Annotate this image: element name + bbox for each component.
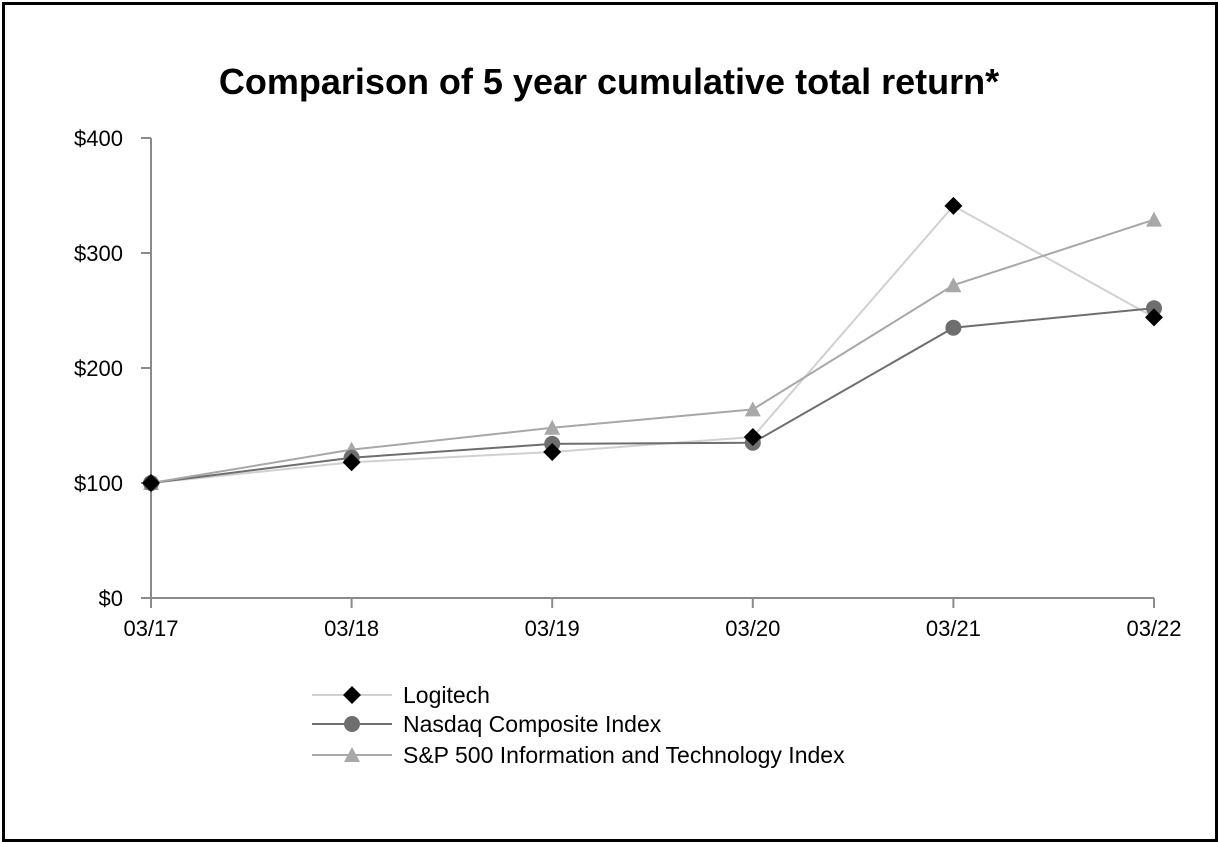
legend-marker [344,747,360,762]
y-tick-label: $300 [74,241,123,266]
data-point-2 [1146,211,1162,227]
legend: Logitech Nasdaq Composite Index S&P 500 In… [312,682,845,768]
data-point-0 [944,196,963,215]
y-tick-label: $400 [74,126,123,151]
data-point-1 [1146,300,1162,317]
data-point-0 [142,474,160,492]
series-line-2 [150,218,1155,484]
legend-label: Logitech [403,682,490,708]
y-tick-label: $100 [74,471,123,496]
y-tick-label: $200 [74,356,123,381]
data-point-0 [543,442,562,461]
data-point-1 [945,319,962,336]
x-tick-label: 03/22 [1126,616,1181,641]
data-point-2 [945,277,962,293]
data-point-2 [544,419,561,435]
x-tick-label: 03/18 [324,616,379,641]
x-tick-label: 03/21 [926,616,981,641]
x-tick-label: 03/17 [123,616,178,641]
x-tick-label: 03/20 [725,616,780,641]
legend-marker [344,716,360,732]
legend-label: S&P 500 Information and Technology Index [403,742,845,768]
chart-title: Comparison of 5 year cumulative total re… [219,61,999,102]
series-line-0 [150,204,1155,484]
y-tick-label: $0 [99,586,123,611]
legend-marker [343,686,361,704]
x-tick-label: 03/19 [525,616,580,641]
data-point-2 [744,401,761,417]
data-point-0 [743,428,762,446]
series-line-1 [150,307,1155,484]
data-point-0 [1145,308,1163,327]
series-markers [142,196,1163,492]
legend-label: Nasdaq Composite Index [403,711,662,737]
series-lines [150,204,1155,484]
axes: $0 $100 $200 $300 $400 03/17 03/18 03/19 03/20 03… [74,126,1181,641]
data-point-0 [342,453,361,472]
